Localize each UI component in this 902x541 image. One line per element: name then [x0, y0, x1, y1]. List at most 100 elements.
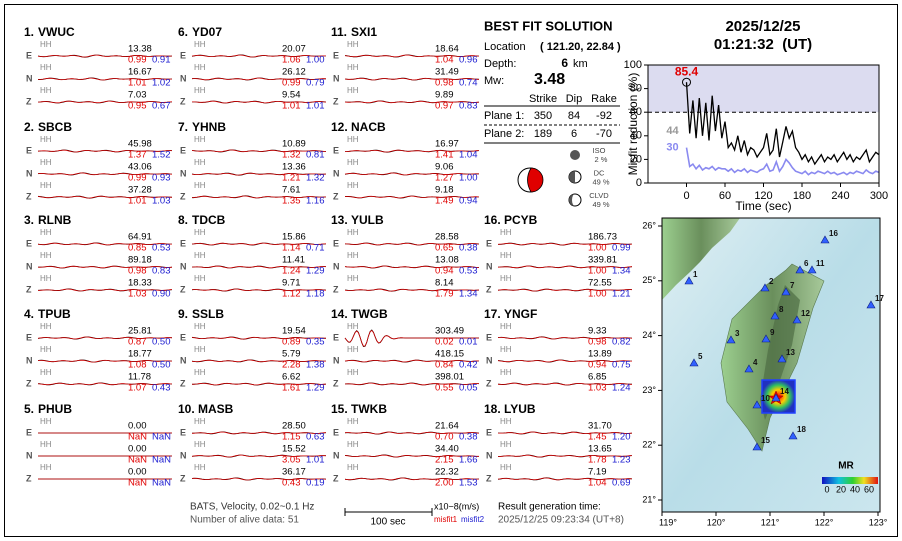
x-tick-label: 180	[793, 190, 811, 202]
misfit1: 2.00	[435, 478, 454, 489]
amplitude: 64.91	[128, 232, 152, 243]
amplitude: 31.70	[588, 421, 612, 432]
amplitude: 11.78	[128, 372, 151, 383]
plane-value: 350	[534, 110, 552, 122]
iso-symbol	[570, 150, 580, 160]
misfit2: 0.67	[152, 101, 171, 112]
channel: HH	[500, 228, 512, 237]
series-line	[685, 147, 880, 176]
component: Z	[26, 378, 32, 388]
station-map-label: 6	[804, 259, 809, 268]
amplitude: 0.00	[128, 421, 147, 432]
component: Z	[333, 473, 339, 483]
misfit2: 0.75	[612, 360, 631, 371]
misfit1: 1.37	[128, 150, 147, 161]
channel: HH	[194, 440, 206, 449]
synthetic-trace	[37, 336, 173, 340]
synthetic-trace	[192, 195, 327, 199]
clvd-symbol	[569, 194, 575, 206]
station-map-label: 14	[780, 387, 789, 396]
station-marker	[771, 393, 781, 402]
component: E	[26, 145, 32, 155]
station-number: 9.	[178, 307, 188, 321]
synthetic-trace	[191, 77, 327, 81]
synthetic-trace	[37, 149, 173, 153]
channel: HH	[500, 251, 512, 260]
misfit2: 1.29	[306, 383, 325, 394]
x-tick-label: 60	[719, 190, 731, 202]
component: Z	[180, 378, 186, 388]
misfit1: 0.95	[128, 101, 147, 112]
synthetic-trace	[344, 77, 479, 81]
channel: HH	[347, 274, 359, 283]
station-number: 7.	[178, 120, 188, 134]
component: N	[333, 450, 340, 460]
synthetic-trace	[37, 242, 172, 246]
misfit1: 1.01	[128, 196, 147, 207]
channel: HH	[40, 158, 52, 167]
y-tick-label: 0	[636, 177, 642, 189]
misfit1: 0.43	[282, 478, 301, 489]
station-number: 8.	[178, 213, 188, 227]
station-marker	[807, 265, 817, 274]
synthetic-trace	[497, 242, 633, 246]
synthetic-trace	[191, 454, 327, 458]
amplitude: 339.81	[588, 255, 617, 266]
component: E	[180, 238, 186, 248]
annotation: 44	[666, 125, 679, 137]
plane-value: -92	[596, 110, 612, 122]
misfit2: 0.05	[459, 383, 478, 394]
amplitude: 6.85	[588, 372, 607, 383]
station-marker	[820, 235, 830, 244]
amplitude: 9.18	[435, 185, 454, 196]
station-marker	[689, 358, 699, 367]
misfit2: NaN	[152, 455, 171, 466]
misfit2: 1.24	[612, 383, 631, 394]
synthetic-trace	[497, 382, 632, 386]
channel: HH	[194, 135, 206, 144]
misfit1: 0.97	[435, 101, 454, 112]
synthetic-trace	[37, 172, 173, 176]
synthetic-trace	[344, 195, 480, 199]
station-marker	[760, 283, 770, 292]
channel: HH	[347, 345, 359, 354]
channel: HH	[40, 86, 52, 95]
y-tick-label: 100	[624, 59, 642, 71]
station-marker	[866, 300, 876, 309]
station-map-label: 16	[829, 229, 838, 238]
misfit2: 0.69	[612, 478, 631, 489]
lat-label: 24°	[642, 330, 656, 340]
misfit1: 0.99	[282, 78, 301, 89]
synthetic-trace	[344, 100, 480, 104]
component: Z	[486, 284, 492, 294]
channel: HH	[40, 463, 52, 472]
amplitude: 21.64	[435, 421, 459, 432]
misfit1: 0.87	[128, 337, 147, 348]
synthetic-trace	[191, 431, 327, 435]
station-map-label: 2	[769, 277, 774, 286]
component-percent: 49 %	[592, 177, 609, 186]
misfit1: 1.04	[435, 55, 454, 66]
misfit2: 1.04	[459, 150, 478, 161]
station-number: 15.	[331, 402, 348, 416]
misfit2: 0.42	[459, 360, 478, 371]
location: ( 121.20, 22.84 )	[540, 41, 621, 53]
channel: HH	[500, 463, 512, 472]
channel: HH	[194, 228, 206, 237]
channel: HH	[500, 417, 512, 426]
y-tick-label: 40	[630, 130, 642, 142]
misfit2: 1.20	[612, 432, 631, 443]
synthetic-trace	[191, 288, 327, 292]
depth-unit: km	[573, 58, 588, 70]
station-map-label: 15	[761, 436, 770, 445]
station-number: 17.	[484, 307, 501, 321]
station-marker	[788, 431, 798, 440]
footer-info: BATS, Velocity, 0.02~0.1 Hz	[190, 502, 314, 513]
amplitude: 9.89	[435, 90, 454, 101]
station-marker	[777, 354, 787, 363]
misfit1: 0.98	[588, 337, 607, 348]
misfit1: 1.45	[588, 432, 607, 443]
misfit1: 1.01	[128, 78, 147, 89]
misfit2: 1.03	[152, 196, 171, 207]
